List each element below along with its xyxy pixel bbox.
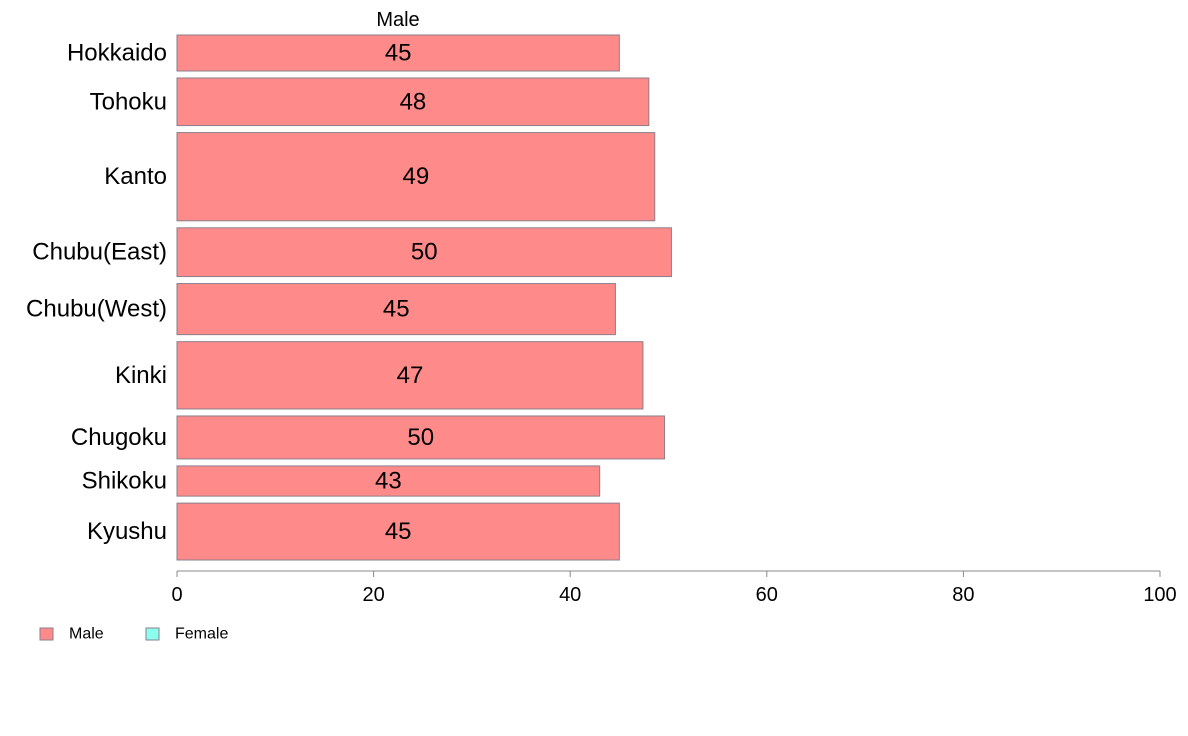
value-label: 47 [397, 362, 424, 389]
bar-kyushu [176, 502, 620, 561]
x-tick-label: 100 [1143, 584, 1176, 606]
bar-kanto [176, 132, 656, 222]
value-label: 45 [385, 518, 412, 545]
category-label: Kanto [104, 163, 167, 190]
value-label: 45 [385, 39, 412, 66]
legend-swatch [39, 627, 54, 641]
legend-label: Male [69, 626, 104, 643]
bar-chubu-east- [176, 227, 672, 278]
value-label: 50 [411, 239, 438, 266]
value-label: 50 [407, 424, 434, 451]
value-label: 48 [400, 88, 427, 115]
value-label: 43 [375, 468, 402, 495]
x-tick-label: 20 [362, 584, 384, 606]
category-label: Kinki [115, 362, 167, 389]
x-tick-label: 60 [756, 584, 778, 606]
bar-shikoku [176, 465, 601, 497]
bar-kinki [176, 341, 644, 410]
x-tick-label: 80 [952, 584, 974, 606]
x-tick-label: 40 [559, 584, 581, 606]
category-label: Chubu(East) [32, 239, 167, 266]
bar-hokkaido [176, 34, 620, 72]
category-label: Hokkaido [67, 39, 167, 66]
x-tick-label: 0 [171, 584, 182, 606]
legend: Male Female [39, 626, 228, 643]
panel-title: Male [376, 9, 419, 31]
x-axis: 0 20 40 60 80 100 [171, 570, 1177, 606]
bar-chubu-west- [176, 283, 616, 336]
value-label: 45 [383, 296, 410, 323]
bar-chugoku [176, 415, 666, 460]
category-label: Kyushu [87, 518, 167, 545]
value-label: 49 [403, 163, 430, 190]
legend-label: Female [175, 626, 228, 643]
category-labels: Hokkaido Tohoku Kanto Chubu(East) Chubu(West… [26, 39, 167, 545]
bars-group [176, 34, 672, 561]
bar-tohoku [176, 77, 650, 127]
category-label: Shikoku [82, 468, 167, 495]
legend-swatch [145, 627, 160, 641]
category-label: Chugoku [71, 424, 167, 451]
category-label: Tohoku [90, 88, 167, 115]
category-label: Chubu(West) [26, 296, 167, 323]
